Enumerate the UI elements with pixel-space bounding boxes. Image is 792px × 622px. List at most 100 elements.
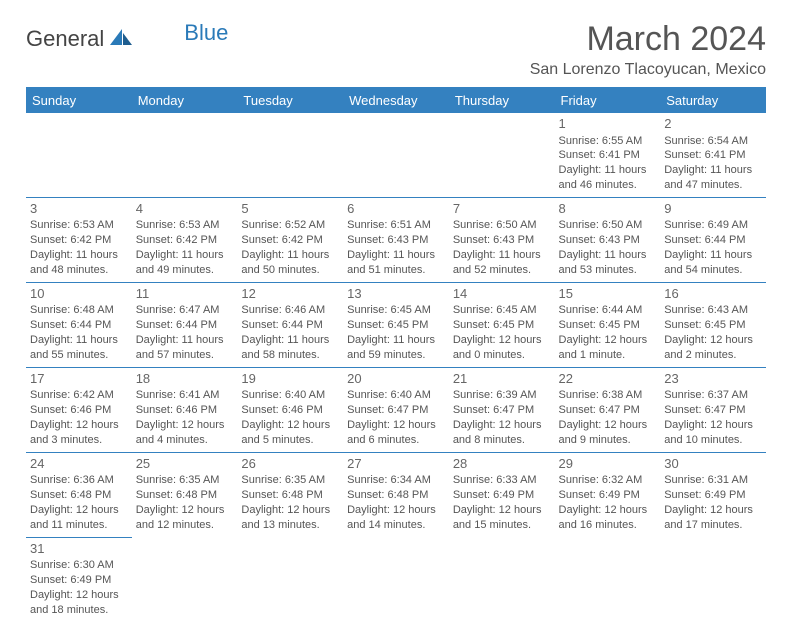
weekday-header: Wednesday: [343, 88, 449, 113]
sunrise-line: Sunrise: 6:48 AM: [30, 303, 128, 318]
daylight-line: Daylight: 11 hours and 58 minutes.: [241, 333, 339, 363]
day-number: 22: [559, 370, 657, 388]
sunrise-line: Sunrise: 6:53 AM: [30, 218, 128, 233]
day-number: 7: [453, 200, 551, 218]
sunset-line: Sunset: 6:44 PM: [30, 318, 128, 333]
daylight-line: Daylight: 12 hours and 5 minutes.: [241, 418, 339, 448]
daylight-line: Daylight: 11 hours and 50 minutes.: [241, 248, 339, 278]
month-title: March 2024: [530, 20, 766, 59]
calendar-cell: 10Sunrise: 6:48 AMSunset: 6:44 PMDayligh…: [26, 282, 132, 367]
daylight-line: Daylight: 11 hours and 53 minutes.: [559, 248, 657, 278]
sunset-line: Sunset: 6:47 PM: [347, 403, 445, 418]
sunrise-line: Sunrise: 6:41 AM: [136, 388, 234, 403]
sunrise-line: Sunrise: 6:32 AM: [559, 473, 657, 488]
day-number: 11: [136, 285, 234, 303]
sunrise-line: Sunrise: 6:35 AM: [241, 473, 339, 488]
sunset-line: Sunset: 6:49 PM: [559, 488, 657, 503]
day-number: 1: [559, 115, 657, 133]
calendar-cell-empty: [449, 537, 555, 621]
calendar-cell: 31Sunrise: 6:30 AMSunset: 6:49 PMDayligh…: [26, 537, 132, 621]
daylight-line: Daylight: 12 hours and 13 minutes.: [241, 503, 339, 533]
sunset-line: Sunset: 6:41 PM: [664, 148, 762, 163]
sunrise-line: Sunrise: 6:50 AM: [559, 218, 657, 233]
sunrise-line: Sunrise: 6:55 AM: [559, 134, 657, 149]
day-number: 23: [664, 370, 762, 388]
calendar-cell: 2Sunrise: 6:54 AMSunset: 6:41 PMDaylight…: [660, 113, 766, 198]
sunset-line: Sunset: 6:42 PM: [241, 233, 339, 248]
day-number: 24: [30, 455, 128, 473]
sunset-line: Sunset: 6:48 PM: [347, 488, 445, 503]
sunrise-line: Sunrise: 6:40 AM: [241, 388, 339, 403]
day-number: 4: [136, 200, 234, 218]
calendar-cell: 5Sunrise: 6:52 AMSunset: 6:42 PMDaylight…: [237, 197, 343, 282]
sunset-line: Sunset: 6:48 PM: [241, 488, 339, 503]
sunset-line: Sunset: 6:43 PM: [559, 233, 657, 248]
daylight-line: Daylight: 11 hours and 54 minutes.: [664, 248, 762, 278]
calendar-cell-empty: [343, 537, 449, 621]
calendar-header-row: SundayMondayTuesdayWednesdayThursdayFrid…: [26, 88, 766, 113]
calendar-week-row: 17Sunrise: 6:42 AMSunset: 6:46 PMDayligh…: [26, 367, 766, 452]
daylight-line: Daylight: 12 hours and 11 minutes.: [30, 503, 128, 533]
sunrise-line: Sunrise: 6:42 AM: [30, 388, 128, 403]
daylight-line: Daylight: 12 hours and 3 minutes.: [30, 418, 128, 448]
weekday-header: Thursday: [449, 88, 555, 113]
daylight-line: Daylight: 12 hours and 6 minutes.: [347, 418, 445, 448]
calendar-cell-empty: [343, 113, 449, 198]
sunset-line: Sunset: 6:46 PM: [30, 403, 128, 418]
calendar-cell: 12Sunrise: 6:46 AMSunset: 6:44 PMDayligh…: [237, 282, 343, 367]
sunrise-line: Sunrise: 6:43 AM: [664, 303, 762, 318]
calendar-cell: 22Sunrise: 6:38 AMSunset: 6:47 PMDayligh…: [555, 367, 661, 452]
sunset-line: Sunset: 6:47 PM: [453, 403, 551, 418]
day-number: 20: [347, 370, 445, 388]
sunrise-line: Sunrise: 6:53 AM: [136, 218, 234, 233]
calendar-week-row: 31Sunrise: 6:30 AMSunset: 6:49 PMDayligh…: [26, 537, 766, 621]
day-number: 26: [241, 455, 339, 473]
daylight-line: Daylight: 12 hours and 4 minutes.: [136, 418, 234, 448]
calendar-cell: 16Sunrise: 6:43 AMSunset: 6:45 PMDayligh…: [660, 282, 766, 367]
sunrise-line: Sunrise: 6:52 AM: [241, 218, 339, 233]
sunset-line: Sunset: 6:49 PM: [664, 488, 762, 503]
sunrise-line: Sunrise: 6:36 AM: [30, 473, 128, 488]
weekday-header: Friday: [555, 88, 661, 113]
calendar-cell: 19Sunrise: 6:40 AMSunset: 6:46 PMDayligh…: [237, 367, 343, 452]
daylight-line: Daylight: 12 hours and 10 minutes.: [664, 418, 762, 448]
daylight-line: Daylight: 11 hours and 47 minutes.: [664, 163, 762, 193]
calendar-cell: 26Sunrise: 6:35 AMSunset: 6:48 PMDayligh…: [237, 452, 343, 537]
day-number: 15: [559, 285, 657, 303]
sunset-line: Sunset: 6:42 PM: [136, 233, 234, 248]
daylight-line: Daylight: 12 hours and 2 minutes.: [664, 333, 762, 363]
calendar-cell: 24Sunrise: 6:36 AMSunset: 6:48 PMDayligh…: [26, 452, 132, 537]
day-number: 5: [241, 200, 339, 218]
daylight-line: Daylight: 11 hours and 57 minutes.: [136, 333, 234, 363]
sunset-line: Sunset: 6:44 PM: [664, 233, 762, 248]
day-number: 18: [136, 370, 234, 388]
daylight-line: Daylight: 12 hours and 17 minutes.: [664, 503, 762, 533]
calendar-table: SundayMondayTuesdayWednesdayThursdayFrid…: [26, 87, 766, 622]
day-number: 25: [136, 455, 234, 473]
calendar-cell: 6Sunrise: 6:51 AMSunset: 6:43 PMDaylight…: [343, 197, 449, 282]
daylight-line: Daylight: 12 hours and 16 minutes.: [559, 503, 657, 533]
sunrise-line: Sunrise: 6:45 AM: [453, 303, 551, 318]
sunrise-line: Sunrise: 6:45 AM: [347, 303, 445, 318]
daylight-line: Daylight: 11 hours and 55 minutes.: [30, 333, 128, 363]
calendar-cell: 4Sunrise: 6:53 AMSunset: 6:42 PMDaylight…: [132, 197, 238, 282]
day-number: 3: [30, 200, 128, 218]
sunrise-line: Sunrise: 6:54 AM: [664, 134, 762, 149]
day-number: 9: [664, 200, 762, 218]
calendar-cell: 29Sunrise: 6:32 AMSunset: 6:49 PMDayligh…: [555, 452, 661, 537]
calendar-cell-empty: [26, 113, 132, 198]
calendar-cell: 7Sunrise: 6:50 AMSunset: 6:43 PMDaylight…: [449, 197, 555, 282]
daylight-line: Daylight: 12 hours and 15 minutes.: [453, 503, 551, 533]
sunrise-line: Sunrise: 6:47 AM: [136, 303, 234, 318]
calendar-cell: 27Sunrise: 6:34 AMSunset: 6:48 PMDayligh…: [343, 452, 449, 537]
sunset-line: Sunset: 6:49 PM: [453, 488, 551, 503]
weekday-header: Monday: [132, 88, 238, 113]
sunset-line: Sunset: 6:48 PM: [136, 488, 234, 503]
daylight-line: Daylight: 12 hours and 8 minutes.: [453, 418, 551, 448]
calendar-cell-empty: [449, 113, 555, 198]
calendar-cell: 8Sunrise: 6:50 AMSunset: 6:43 PMDaylight…: [555, 197, 661, 282]
title-block: March 2024 San Lorenzo Tlacoyucan, Mexic…: [530, 20, 766, 79]
daylight-line: Daylight: 12 hours and 14 minutes.: [347, 503, 445, 533]
sunset-line: Sunset: 6:43 PM: [453, 233, 551, 248]
weekday-header: Tuesday: [237, 88, 343, 113]
